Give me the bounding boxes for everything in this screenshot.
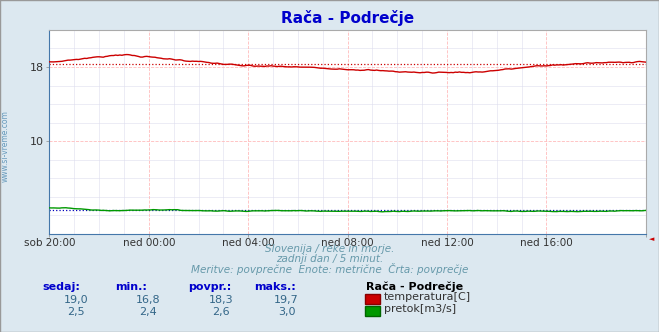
Text: 3,0: 3,0 [278, 307, 295, 317]
Text: Slovenija / reke in morje.: Slovenija / reke in morje. [265, 244, 394, 254]
Text: 19,7: 19,7 [274, 295, 299, 305]
Title: Rača - Podrečje: Rača - Podrečje [281, 10, 415, 26]
Text: pretok[m3/s]: pretok[m3/s] [384, 304, 456, 314]
Text: zadnji dan / 5 minut.: zadnji dan / 5 minut. [276, 254, 383, 264]
Text: min.:: min.: [115, 283, 147, 292]
Text: 2,6: 2,6 [212, 307, 229, 317]
Text: Rača - Podrečje: Rača - Podrečje [366, 282, 463, 292]
Text: 16,8: 16,8 [136, 295, 161, 305]
Text: sedaj:: sedaj: [43, 283, 80, 292]
Text: www.si-vreme.com: www.si-vreme.com [1, 110, 10, 182]
Text: Meritve: povprečne  Enote: metrične  Črta: povprečje: Meritve: povprečne Enote: metrične Črta:… [191, 263, 468, 275]
Text: 2,4: 2,4 [140, 307, 157, 317]
Text: ◄: ◄ [649, 236, 654, 242]
Text: 18,3: 18,3 [208, 295, 233, 305]
Text: maks.:: maks.: [254, 283, 295, 292]
Text: povpr.:: povpr.: [188, 283, 231, 292]
Text: temperatura[C]: temperatura[C] [384, 292, 471, 302]
Text: 19,0: 19,0 [63, 295, 88, 305]
Text: 2,5: 2,5 [67, 307, 84, 317]
